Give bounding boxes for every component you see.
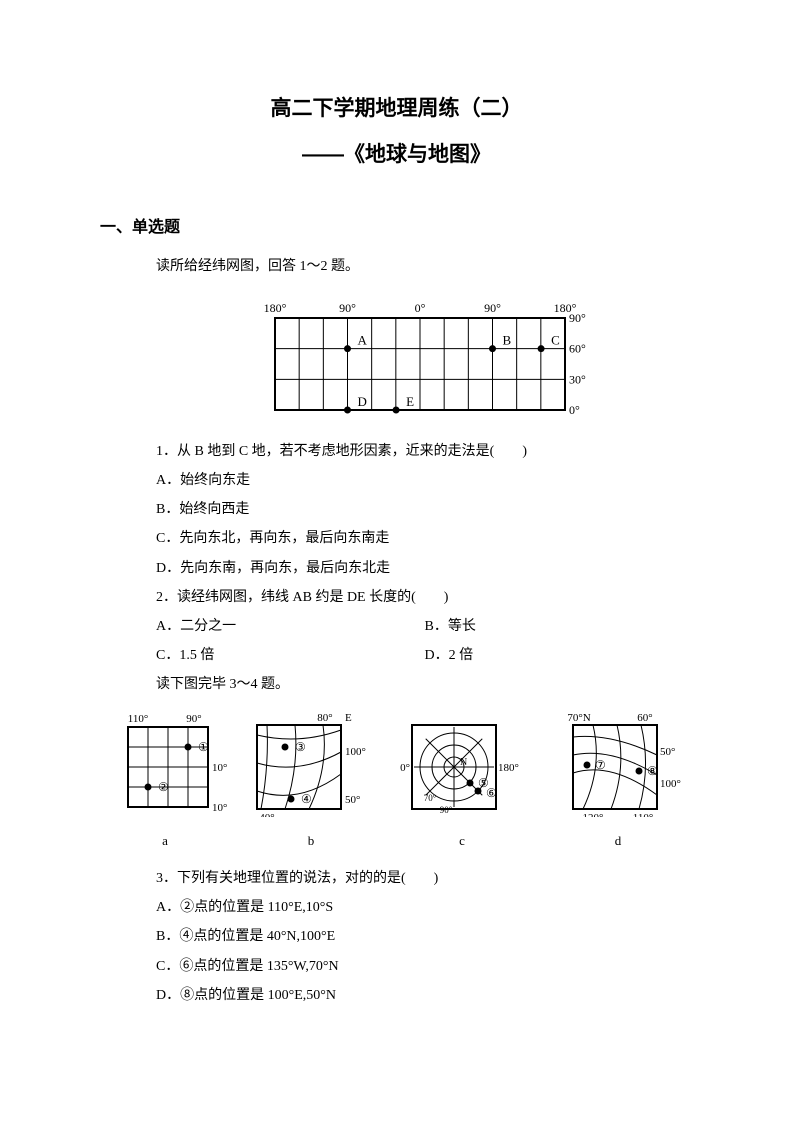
svg-text:70°N: 70°N [567,712,590,724]
svg-text:30°: 30° [569,372,586,386]
svg-text:90°: 90° [484,301,501,315]
title-main: 高二下学期地理周练（二） [100,90,693,128]
svg-text:10°: 10° [212,802,227,814]
svg-text:60°: 60° [569,341,586,355]
svg-text:N: N [460,757,467,768]
q2-text: 2．读经纬网图，纬线 AB 约是 DE 长度的( ) [156,585,693,610]
svg-text:110°: 110° [128,713,149,725]
q1-text: 1．从 B 地到 C 地，若不考虑地形因素，近来的走法是( ) [156,439,693,464]
svg-text:D: D [357,394,366,409]
q3-opt-c: C．⑥点的位置是 135°W,70°N [156,954,693,979]
dia-c-label: c [392,829,532,852]
q2-opt-b: B．等长 [425,614,694,639]
grid-diagram-1: 180°90°0°90°180°90°60°30°0°ABCDE [156,290,693,429]
svg-text:90°: 90° [440,805,453,815]
svg-text:10°: 10° [212,762,227,774]
q3-text: 3．下列有关地理位置的说法，对的的是( ) [156,866,693,891]
svg-text:0°: 0° [414,301,425,315]
svg-text:70°: 70° [424,793,437,803]
svg-text:②: ② [158,780,169,794]
four-diagrams: 110°90°10°10°①② a 80°E100°50°40°③④ b 0°1… [100,707,693,852]
q3-opt-a: A．②点的位置是 110°E,10°S [156,895,693,920]
svg-text:④: ④ [301,792,312,806]
svg-text:40°: 40° [259,812,274,817]
svg-text:90°: 90° [569,311,586,325]
svg-text:120°: 120° [583,812,604,817]
section-header: 一、单选题 [100,214,693,243]
svg-text:③: ③ [295,740,306,754]
q2-opt-a: A．二分之一 [156,614,425,639]
title-sub: ——《地球与地图》 [100,136,693,174]
q2-opt-d: D．2 倍 [425,643,694,668]
dia-d-label: d [543,829,693,852]
svg-text:60°: 60° [637,712,652,724]
q3-opt-b: B．④点的位置是 40°N,100°E [156,924,693,949]
dia-b-label: b [241,829,381,852]
svg-text:180°: 180° [263,301,286,315]
svg-text:A: A [357,332,367,347]
q1-opt-a: A．始终向东走 [156,468,693,493]
svg-text:B: B [502,332,511,347]
svg-text:90°: 90° [186,713,201,725]
svg-text:100°: 100° [660,778,681,790]
svg-text:0°: 0° [569,403,580,417]
svg-text:E: E [345,712,352,724]
svg-text:100°: 100° [345,746,366,758]
svg-text:50°: 50° [345,794,360,806]
svg-text:①: ① [198,740,209,754]
svg-text:⑥: ⑥ [486,786,497,800]
intro-1: 读所给经纬网图，回答 1～2 题。 [156,254,693,279]
intro-2: 读下图完毕 3～4 题。 [156,672,693,697]
svg-text:C: C [551,332,560,347]
dia-a-label: a [100,829,230,852]
q1-opt-b: B．始终向西走 [156,497,693,522]
svg-text:80°: 80° [317,712,332,724]
q2-opt-c: C．1.5 倍 [156,643,425,668]
svg-text:180°: 180° [498,762,519,774]
svg-text:90°: 90° [339,301,356,315]
q1-opt-c: C．先向东北，再向东，最后向东南走 [156,526,693,551]
svg-text:⑧: ⑧ [647,764,658,778]
q3-opt-d: D．⑧点的位置是 100°E,50°N [156,983,693,1008]
svg-text:⑦: ⑦ [595,758,606,772]
svg-text:E: E [406,394,414,409]
svg-text:50°: 50° [660,746,675,758]
svg-text:110°: 110° [633,812,654,817]
svg-text:0°: 0° [400,762,410,774]
q1-opt-d: D．先向东南，再向东，最后向东北走 [156,556,693,581]
